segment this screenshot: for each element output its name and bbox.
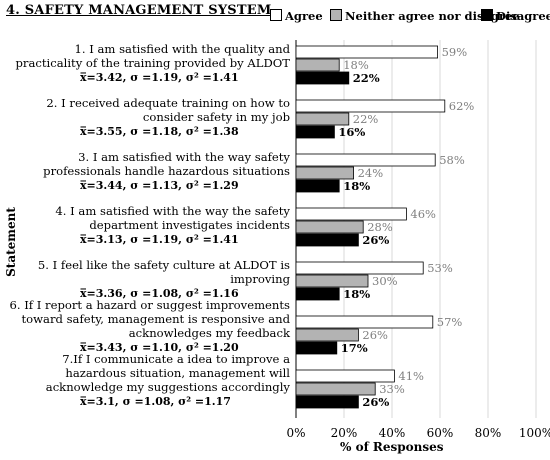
data-label-agree: 53% [427,261,453,275]
data-label-neither: 18% [343,58,369,72]
data-label-agree: 41% [398,369,424,383]
data-label-agree: 62% [449,99,475,113]
data-label-agree: 58% [439,153,465,167]
statement-stats: x̅=3.55, σ =1.18, σ² =1.38 [80,125,239,138]
legend-swatch-agree [270,9,282,21]
data-label-neither: 26% [362,328,388,342]
x-tick-label: 60% [427,426,454,440]
data-label-neither: 22% [353,112,379,126]
statement-label: 2. I received adequate training on how t… [46,96,290,124]
x-tick-label: 40% [379,426,406,440]
bar-neither [295,220,364,234]
data-label-disagree: 17% [341,341,368,355]
statement-label: 7.If I communicate a idea to improve a h… [45,352,290,394]
x-tick-label: 100% [519,426,550,440]
legend-label-neither: Neither agree nor disagree [345,9,520,23]
statement-stats: x̅=3.1, σ =1.08, σ² =1.17 [80,395,231,408]
bar-neither [295,382,376,396]
statement-stats: x̅=3.36, σ =1.08, σ² =1.16 [80,287,239,300]
bar-agree [295,207,407,221]
x-tick-label: 80% [475,426,502,440]
data-label-neither: 30% [372,274,398,288]
chart-title: 4. SAFETY MANAGEMENT SYSTEM [6,3,272,18]
data-label-agree: 46% [410,207,436,221]
bar-neither [295,166,354,180]
bar-disagree [295,341,338,355]
legend-item-agree: Agree [270,9,323,23]
bar-agree [295,261,424,275]
data-label-neither: 28% [367,220,393,234]
data-label-disagree: 18% [343,179,370,193]
statement-label: 1. I am satisfied with the quality and p… [15,42,290,70]
bar-agree [295,99,446,113]
data-label-disagree: 18% [343,287,370,301]
legend-swatch-disagree [481,9,493,21]
statement-stats: x̅=3.44, σ =1.13, σ² =1.29 [80,179,239,192]
bar-agree [295,369,395,383]
bar-agree [295,45,439,59]
bar-neither [295,328,359,342]
data-label-disagree: 22% [353,71,380,85]
statement-label: 5. I feel like the safety culture at ALD… [37,258,290,286]
bar-agree [295,315,434,329]
legend-label-disagree: Disagree [496,9,550,23]
data-label-neither: 24% [358,166,384,180]
bar-disagree [295,395,359,409]
bar-disagree [295,179,340,193]
bar-neither [295,274,369,288]
bar-neither [295,58,340,72]
bar-disagree [295,287,340,301]
legend-label-agree: Agree [285,9,323,23]
data-label-disagree: 26% [362,395,389,409]
statement-stats: x̅=3.43, σ =1.10, σ² =1.20 [80,341,239,354]
statement-label: 3. I am satisfied with the way safety pr… [43,150,290,178]
data-label-agree: 57% [437,315,463,329]
bar-agree [295,153,436,167]
statement-label: 4. I am satisfied with the way the safet… [55,204,290,232]
x-axis-label: % of Responses [340,440,444,454]
bar-neither [295,112,350,126]
statement-stats: x̅=3.13, σ =1.19, σ² =1.41 [80,233,239,246]
data-label-agree: 59% [442,45,468,59]
x-tick-label: 20% [331,426,358,440]
data-label-disagree: 16% [338,125,365,139]
x-tick-label: 0% [286,426,305,440]
bar-disagree [295,71,350,85]
legend-item-neither: Neither agree nor disagree [330,9,520,23]
bar-disagree [295,125,335,139]
statement-label: 6. If I report a hazard or suggest impro… [9,298,290,340]
legend-item-disagree: Disagree [481,9,550,23]
legend-swatch-neither [330,9,342,21]
bar-disagree [295,233,359,247]
data-label-disagree: 26% [362,233,389,247]
statement-stats: x̅=3.42, σ =1.19, σ² =1.41 [80,71,239,84]
data-label-neither: 33% [379,382,405,396]
